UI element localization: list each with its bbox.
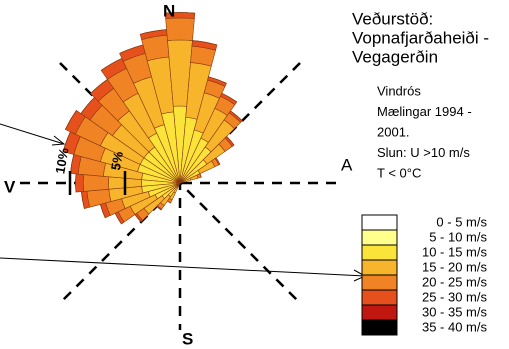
subtitle: Mælingar 1994 - [377, 104, 472, 119]
legend-swatch [361, 214, 398, 231]
subtitle: T < 0°C [377, 165, 421, 180]
title: Veðurstöð: [352, 9, 433, 28]
rose-segment [221, 93, 237, 103]
legend-label: 20 - 25 m/s [422, 274, 488, 289]
rose-segment [165, 12, 195, 14]
legend-label: 0 - 5 m/s [436, 214, 487, 229]
legend: 0 - 5 m/s5 - 10 m/s10 - 15 m/s15 - 20 m/… [361, 214, 488, 336]
rose-segment [208, 76, 227, 84]
arrow [0, 123, 65, 145]
legend-swatch [361, 304, 398, 321]
legend-swatch [361, 289, 398, 306]
rose-segment [65, 110, 77, 130]
compass-label: A [341, 155, 353, 174]
legend-swatch [361, 319, 398, 336]
ring-label: 10% [52, 146, 71, 175]
compass-label: N [163, 1, 175, 20]
title: Vegagerðin [352, 47, 438, 66]
legend-swatch [361, 229, 398, 246]
rose-segment [82, 174, 110, 192]
legend-label: 5 - 10 m/s [429, 229, 487, 244]
subtitle: Vindrós [377, 83, 421, 98]
legend-swatch [361, 244, 398, 261]
legend-swatch [361, 259, 398, 276]
subtitle: Slun: U >10 m/s [377, 145, 470, 160]
subtitle: 2001. [377, 124, 410, 139]
ring-label: 5% [108, 150, 126, 172]
legend-label: 25 - 30 m/s [422, 289, 488, 304]
legend-label: 35 - 40 m/s [422, 319, 488, 334]
rose: 5% 10% [52, 12, 243, 225]
title: Vopnafjarðaheiði - [352, 28, 489, 47]
compass-label: S [182, 329, 193, 348]
legend-label: 10 - 15 m/s [422, 244, 488, 259]
legend-label: 15 - 20 m/s [422, 259, 488, 274]
rose-segment [165, 17, 195, 41]
rose-segment [192, 40, 218, 46]
legend-label: 30 - 35 m/s [422, 304, 488, 319]
arrow [0, 257, 366, 277]
rose-segment [199, 173, 202, 178]
arrow-head [51, 135, 66, 146]
rose-segment [230, 110, 243, 121]
compass-label: V [4, 177, 16, 196]
rose-segment [75, 173, 84, 193]
legend-swatch [361, 274, 398, 291]
